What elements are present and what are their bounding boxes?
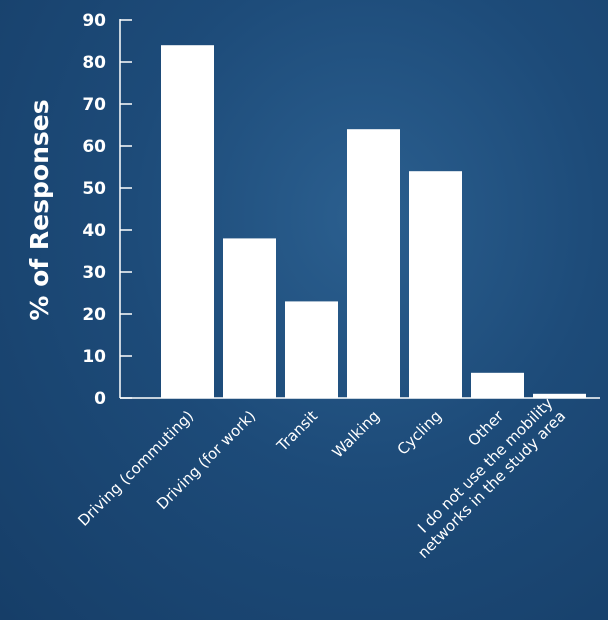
x-tick-label: Cycling <box>394 407 446 459</box>
x-tick-label: Transit <box>273 407 322 456</box>
bar <box>161 45 214 398</box>
y-axis: 0 10 20 30 40 50 60 70 80 90 <box>82 11 600 409</box>
y-tick-label: 50 <box>82 179 106 199</box>
y-tick-label: 80 <box>82 53 106 73</box>
y-tick-label: 20 <box>82 305 106 325</box>
bar <box>471 373 524 398</box>
bars-group <box>161 45 586 398</box>
x-tick-label: Walking <box>329 407 384 462</box>
x-axis-labels: Driving (commuting)Driving (for work) Tra… <box>74 394 569 562</box>
y-tick-label: 10 <box>82 347 106 367</box>
x-tick-label: Driving (commuting) <box>74 407 197 530</box>
y-tick-label: 60 <box>82 137 106 157</box>
bar <box>285 301 338 398</box>
bar <box>347 129 400 398</box>
y-tick-label: 90 <box>82 11 106 31</box>
bar <box>409 171 462 398</box>
y-tick-label: 0 <box>94 389 106 409</box>
y-tick-label: 40 <box>82 221 106 241</box>
y-tick-label: 30 <box>82 263 106 283</box>
y-tick-label: 70 <box>82 95 106 115</box>
y-axis-title: % of Responses <box>25 99 54 320</box>
bar <box>223 238 276 398</box>
